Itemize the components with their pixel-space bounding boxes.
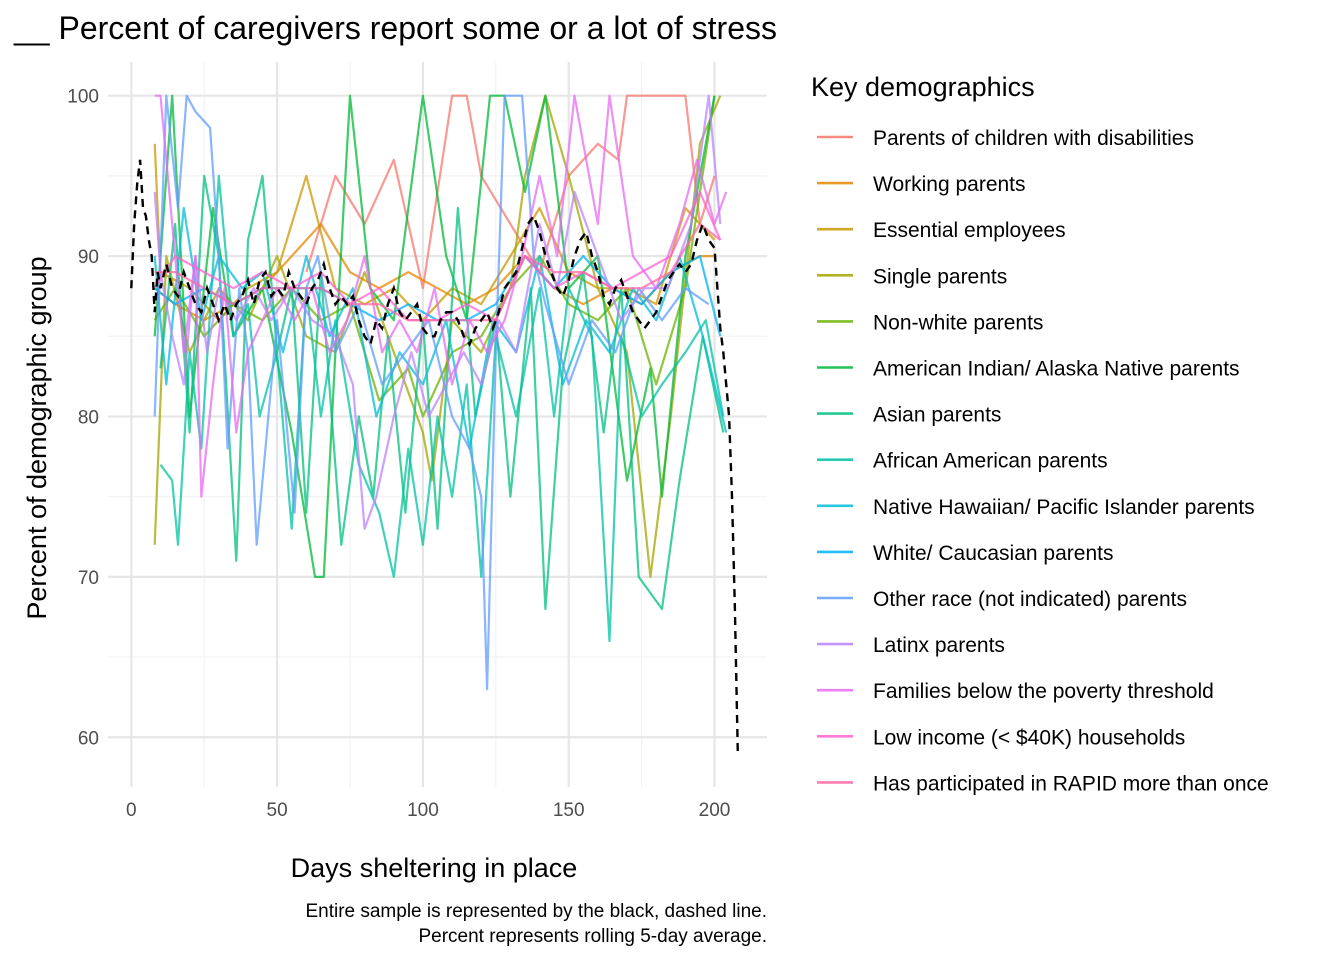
legend-label: Families below the poverty threshold [873,680,1214,703]
legend-title: Key demographics [811,72,1035,102]
legend-label: Asian parents [873,404,1001,427]
y-tick-label: 70 [78,568,99,589]
x-tick-label: 150 [553,800,585,821]
legend-label: American Indian/ Alaska Native parents [873,358,1240,381]
series-line [305,94,716,290]
y-axis-title: Percent of demographic group [22,256,52,619]
series-line [154,222,721,322]
caption-line-2: Percent represents rolling 5-day average… [418,926,767,947]
legend-label: Non-white parents [873,311,1043,334]
y-tick-label: 90 [78,247,99,268]
legend-label: Has participated in RAPID more than once [873,772,1269,795]
entire-sample-dashed-line [130,159,739,754]
x-tick-label: 200 [699,800,731,821]
series-line [153,206,728,450]
entire-sample-line [130,159,739,754]
legend-label: Low income (< $40K) households [873,726,1185,749]
x-tick-labels: 0 50 100 150 200 [126,800,730,821]
x-tick-label: 50 [267,800,288,821]
series-line [159,174,725,611]
legend-label: White/ Caucasian parents [873,542,1113,565]
legend-label: Other race (not indicated) parents [873,588,1187,611]
series-line [153,94,710,691]
legend-label: Essential employees [873,219,1066,242]
y-tick-label: 60 [78,728,99,749]
legend: Key demographics Parents of children wit… [811,72,1269,795]
legend-label: African American parents [873,450,1108,473]
legend-label: Latinx parents [873,634,1005,657]
series-lines [153,94,728,691]
series-line [154,94,728,498]
legend-label: Working parents [873,173,1026,196]
y-tick-label: 100 [67,87,99,108]
chart-title: __ Percent of caregivers report some or … [13,10,777,46]
legend-label: Single parents [873,265,1007,288]
series-line [153,94,722,530]
legend-label: Native Hawaiian/ Pacific Islander parent… [873,496,1255,519]
x-tick-label: 100 [407,800,439,821]
x-tick-label: 0 [126,800,137,821]
y-tick-label: 80 [78,407,99,428]
x-axis-title: Days sheltering in place [291,853,578,883]
legend-label: Parents of children with disabilities [873,127,1194,150]
y-tick-labels: 60 70 80 90 100 [67,87,99,750]
caption-line-1: Entire sample is represented by the blac… [305,901,767,922]
